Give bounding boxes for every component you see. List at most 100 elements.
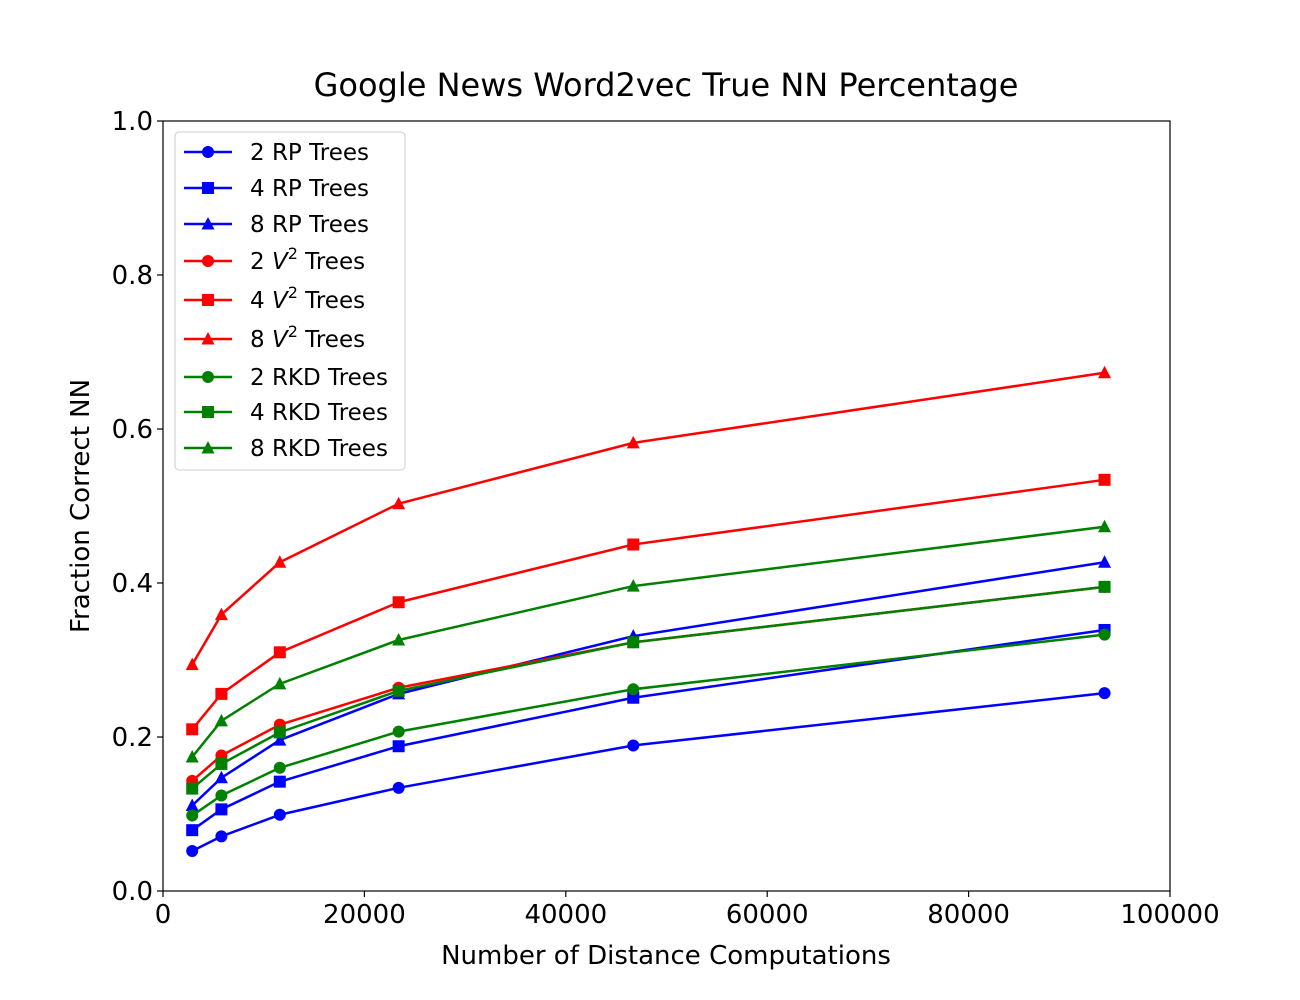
legend-label: 8 RKD Trees xyxy=(250,436,388,462)
series-7 xyxy=(186,628,1111,822)
legend-item: 4 RKD Trees xyxy=(184,400,388,426)
legend-marker xyxy=(202,294,214,306)
series-line xyxy=(191,371,1105,666)
data-point xyxy=(626,435,640,449)
legend-box xyxy=(174,131,406,471)
axes-frame xyxy=(162,120,1171,892)
data-point xyxy=(1098,555,1112,568)
data-point xyxy=(392,496,406,510)
legend-label: 2 RP Trees xyxy=(250,140,369,166)
y-tick-label: 0.2 xyxy=(112,723,153,753)
legend-label: 4 RKD Trees xyxy=(250,400,388,426)
y-tick-label: 0.8 xyxy=(112,261,153,291)
data-point xyxy=(392,725,405,738)
data-point xyxy=(185,798,199,812)
y-tick-label: 0.6 xyxy=(112,415,153,445)
legend-marker xyxy=(201,217,215,230)
legend-label: 8 V2 Trees xyxy=(250,322,365,353)
x-tick-label: 100000 xyxy=(1120,900,1219,930)
data-point xyxy=(392,781,405,794)
x-tick-label: 60000 xyxy=(726,900,809,930)
legend-label: 4 RP Trees xyxy=(250,176,369,202)
legend-marker xyxy=(202,406,214,418)
x-axis-label: Number of Distance Computations xyxy=(441,941,891,971)
data-point xyxy=(273,775,286,788)
data-point xyxy=(627,636,640,649)
plot-area xyxy=(185,365,1112,857)
legend-marker xyxy=(202,255,214,267)
data-point xyxy=(215,789,228,802)
legend-label: 2 RKD Trees xyxy=(250,365,388,391)
x-tick-label: 40000 xyxy=(524,900,607,930)
legend-marker xyxy=(201,441,215,454)
series-1 xyxy=(186,687,1111,857)
x-tick-label: 80000 xyxy=(927,900,1010,930)
x-tick-label: 20000 xyxy=(323,900,406,930)
data-point xyxy=(1098,628,1111,641)
data-point xyxy=(392,632,406,646)
data-point xyxy=(215,757,228,770)
legend-item: 2 V2 Trees xyxy=(184,244,365,275)
data-point xyxy=(186,782,199,795)
data-point xyxy=(215,687,228,700)
data-point xyxy=(627,691,640,704)
legend-item: 2 RKD Trees xyxy=(184,365,388,391)
data-point xyxy=(627,683,640,696)
data-point xyxy=(273,733,287,746)
data-point xyxy=(215,830,228,843)
legend-marker xyxy=(202,371,214,383)
data-point xyxy=(186,723,199,736)
data-point xyxy=(392,684,405,697)
data-point xyxy=(186,824,199,837)
data-point xyxy=(273,676,287,690)
series-line xyxy=(191,525,1105,758)
data-point xyxy=(1098,687,1111,700)
data-point xyxy=(185,657,199,671)
legend-item: 4 RP Trees xyxy=(184,176,369,202)
legend-item: 8 V2 Trees xyxy=(184,322,365,353)
data-point xyxy=(1098,365,1112,379)
legend-marker xyxy=(201,332,215,345)
data-point xyxy=(214,770,228,784)
data-point xyxy=(273,646,286,659)
data-point xyxy=(214,607,228,621)
series-6 xyxy=(185,365,1112,671)
legend: 2 RP Trees 4 RP Trees 8 RP Trees 2 V2 Trees… xyxy=(174,131,406,471)
x-tick-label: 0 xyxy=(155,900,172,930)
legend-item: 8 RP Trees xyxy=(184,212,369,238)
data-point xyxy=(214,713,228,727)
chart-title: Google News Word2vec True NN Percentage xyxy=(314,66,1019,104)
legend-item: 2 RP Trees xyxy=(184,140,369,166)
legend-item: 4 V2 Trees xyxy=(184,283,365,314)
series-5 xyxy=(186,473,1111,736)
legend-marker xyxy=(202,182,214,194)
data-point xyxy=(215,803,228,816)
data-point xyxy=(392,740,405,753)
data-point xyxy=(273,726,286,739)
y-tick-label: 0.4 xyxy=(112,569,153,599)
data-point xyxy=(627,538,640,551)
data-point xyxy=(627,739,640,752)
y-tick-label: 1.0 xyxy=(112,107,153,137)
data-point xyxy=(273,808,286,821)
legend-label: 4 V2 Trees xyxy=(250,283,365,314)
data-point xyxy=(392,596,405,609)
legend-label: 2 V2 Trees xyxy=(250,244,365,275)
legend-marker xyxy=(202,146,214,158)
data-point xyxy=(186,809,199,822)
data-point xyxy=(273,761,286,774)
x-axis: 0 20000 40000 60000 80000 100000 xyxy=(155,891,1220,930)
data-point xyxy=(273,555,287,568)
y-tick-label: 0.0 xyxy=(112,877,153,907)
data-point xyxy=(185,750,199,763)
legend-item: 8 RKD Trees xyxy=(184,436,388,462)
data-point xyxy=(1098,580,1111,593)
legend-label: 8 RP Trees xyxy=(250,212,369,238)
data-point xyxy=(186,844,199,857)
y-axis: 0.0 0.2 0.4 0.6 0.8 1.0 xyxy=(112,107,163,907)
series-8 xyxy=(186,580,1111,795)
data-point xyxy=(1098,473,1111,486)
y-axis-label: Fraction Correct NN xyxy=(66,379,96,633)
data-point xyxy=(626,579,640,592)
